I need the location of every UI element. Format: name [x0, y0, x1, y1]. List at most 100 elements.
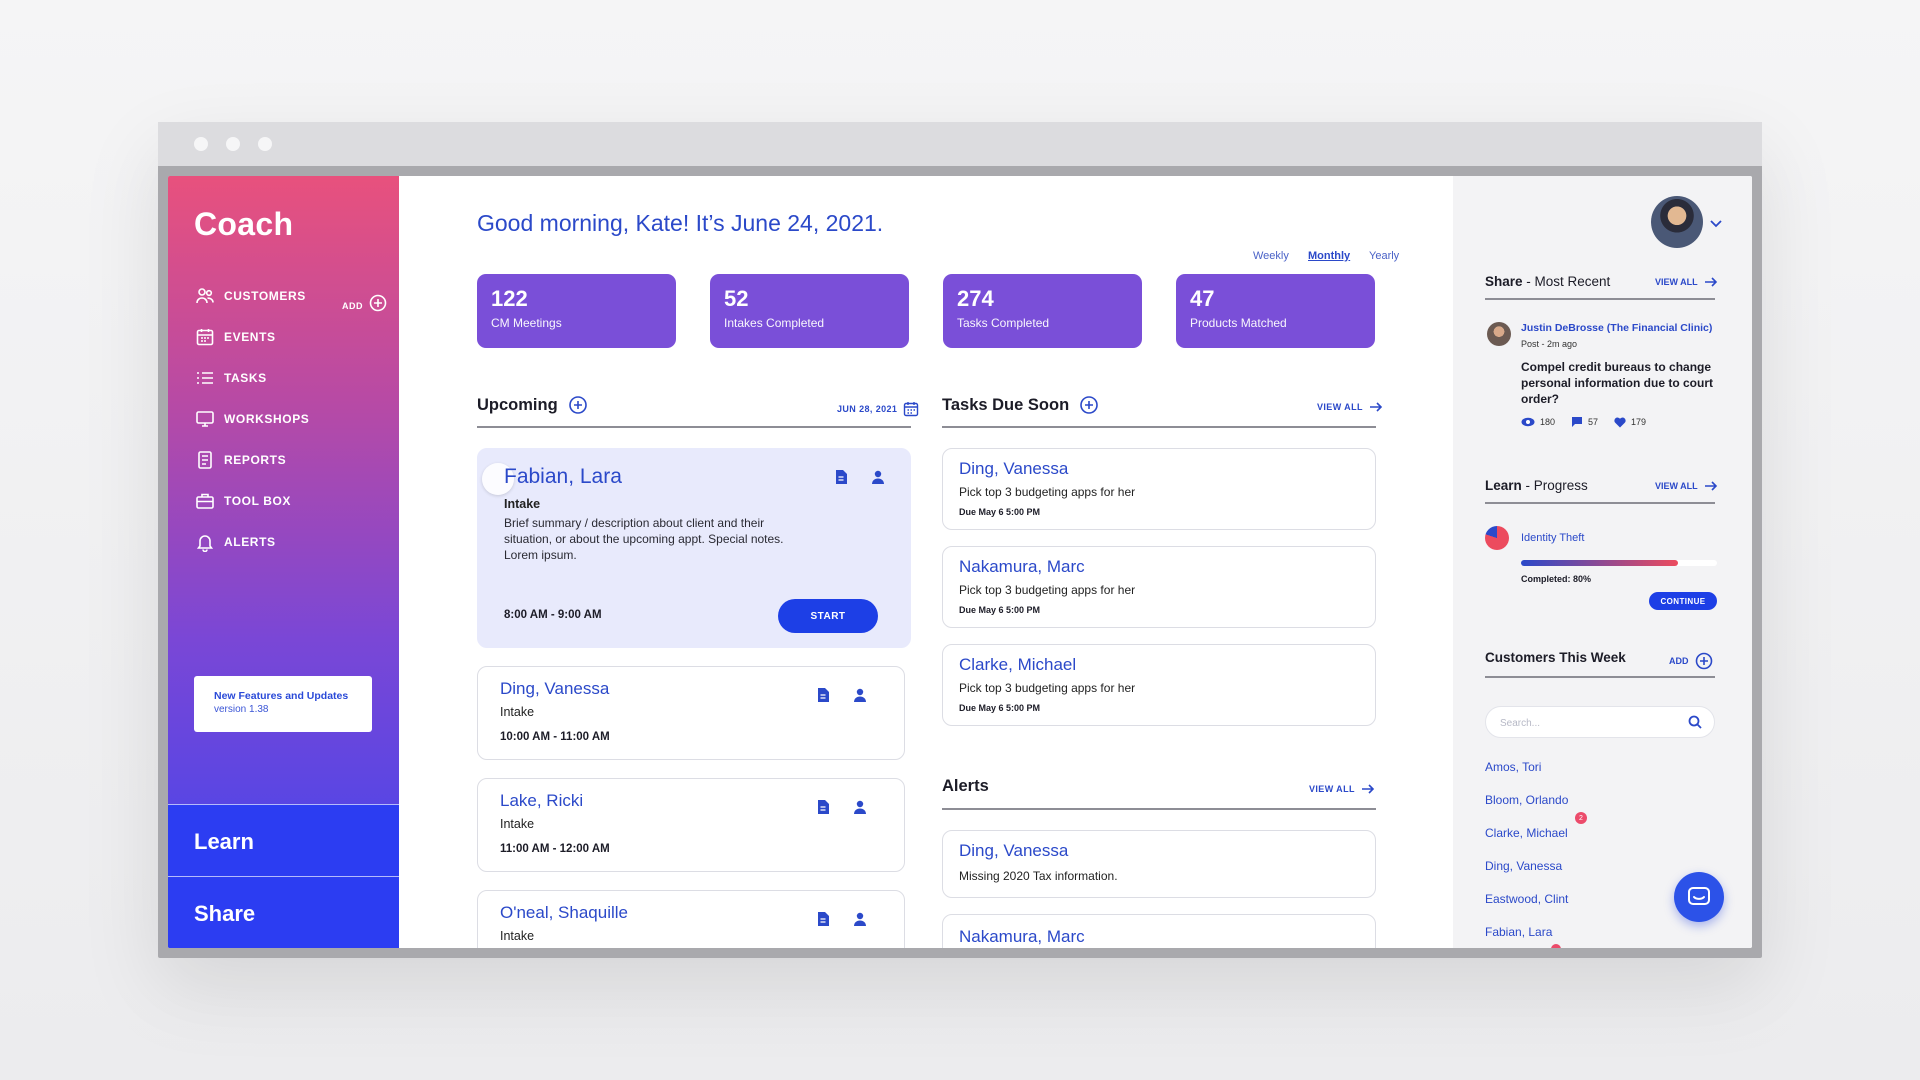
- tasks-view-all-link[interactable]: VIEW ALL: [1317, 401, 1383, 413]
- upcoming-featured-card[interactable]: Fabian, Lara Intake Brief summary / desc…: [477, 448, 911, 648]
- learn-section-title: Learn - Progress: [1485, 478, 1588, 493]
- customer-name[interactable]: Fabian, Lara: [504, 465, 622, 488]
- share-view-all-link[interactable]: VIEW ALL: [1655, 276, 1718, 288]
- add-task-button[interactable]: [1079, 395, 1099, 415]
- task-card[interactable]: Clarke, Michael Pick top 3 budgeting app…: [942, 644, 1376, 726]
- chevron-down-icon[interactable]: [1709, 216, 1723, 234]
- alert-card[interactable]: Ding, Vanessa Missing 2020 Tax informati…: [942, 830, 1376, 898]
- continue-button[interactable]: CONTINUE: [1649, 592, 1717, 610]
- appointment-description: Brief summary / description about client…: [504, 516, 784, 562]
- add-upcoming-button[interactable]: [568, 395, 588, 415]
- customer-name[interactable]: Nakamura, Marc: [959, 557, 1085, 576]
- share-section-title: Share - Most Recent: [1485, 274, 1610, 289]
- sidebar-share-link[interactable]: Share: [168, 876, 399, 948]
- likes-count: 179: [1631, 417, 1647, 427]
- add-customer-week-button[interactable]: ADD: [1669, 652, 1713, 670]
- sidebar-item-label: WORKSHOPS: [224, 412, 310, 426]
- window-dot[interactable]: [194, 137, 208, 151]
- appointment-time: 10:00 AM - 11:00 AM: [500, 731, 610, 743]
- section-divider: [477, 426, 911, 428]
- card-actions: [816, 687, 868, 708]
- comments-stat: 57: [1571, 416, 1598, 428]
- customer-list-item[interactable]: Eastwood, Clint: [1485, 892, 1569, 906]
- search-icon[interactable]: [1688, 715, 1702, 734]
- eye-icon: [1521, 417, 1535, 427]
- period-monthly[interactable]: Monthly: [1308, 250, 1351, 262]
- customer-search: [1485, 706, 1715, 738]
- customer-name[interactable]: Ding, Vanessa: [959, 459, 1069, 478]
- add-customer-button[interactable]: ADD: [342, 294, 387, 317]
- upcoming-date-picker[interactable]: JUN 28, 2021: [837, 401, 919, 417]
- customer-name[interactable]: Ding, Vanessa: [500, 679, 610, 698]
- period-yearly[interactable]: Yearly: [1369, 250, 1400, 262]
- sidebar-item-label: TASKS: [224, 371, 267, 385]
- customer-name[interactable]: Clarke, Michael: [959, 655, 1077, 674]
- sidebar: Coach CUSTOMERS ADD EVENTS: [168, 176, 399, 948]
- alert-card[interactable]: Nakamura, Marc: [942, 914, 1376, 948]
- share-title-rest: - Most Recent: [1522, 274, 1611, 289]
- sidebar-item-customers[interactable]: CUSTOMERS: [194, 284, 306, 308]
- sidebar-item-tasks[interactable]: TASKS: [194, 366, 267, 390]
- sidebar-item-alerts[interactable]: ALERTS: [194, 530, 276, 554]
- post-author-avatar[interactable]: [1487, 322, 1511, 346]
- learn-view-all-link[interactable]: VIEW ALL: [1655, 480, 1718, 492]
- file-icon[interactable]: [816, 687, 830, 708]
- notification-badge: 2: [1575, 812, 1587, 824]
- sidebar-item-label: REPORTS: [224, 453, 287, 467]
- person-icon[interactable]: [870, 469, 886, 490]
- post-text[interactable]: Compel credit bureaus to change personal…: [1521, 360, 1714, 406]
- search-input[interactable]: [1500, 713, 1680, 733]
- stat-label: Intakes Completed: [724, 316, 825, 330]
- customer-list-item[interactable]: Ding, Vanessa: [1485, 859, 1563, 873]
- window-dot[interactable]: [226, 137, 240, 151]
- start-button[interactable]: START: [778, 599, 878, 633]
- customers-week-title: Customers This Week: [1485, 650, 1626, 665]
- person-icon[interactable]: [852, 799, 868, 820]
- person-icon[interactable]: [852, 911, 868, 932]
- upcoming-card[interactable]: Ding, Vanessa Intake 10:00 AM - 11:00 AM: [477, 666, 905, 760]
- share-title-bold: Share: [1485, 274, 1523, 289]
- customer-list-item[interactable]: Clarke, Michael: [1485, 826, 1568, 840]
- customer-name[interactable]: Ding, Vanessa: [959, 841, 1069, 860]
- alerts-view-all-link[interactable]: VIEW ALL: [1309, 783, 1375, 795]
- stat-card-cm-meetings: 122 CM Meetings: [477, 274, 676, 348]
- customer-name[interactable]: Lake, Ricki: [500, 791, 584, 810]
- upcoming-card[interactable]: Lake, Ricki Intake 11:00 AM - 12:00 AM: [477, 778, 905, 872]
- cursor-indicator: [482, 463, 514, 495]
- sidebar-item-tool-box[interactable]: TOOL BOX: [194, 489, 291, 513]
- sidebar-learn-link[interactable]: Learn: [168, 804, 399, 876]
- period-weekly[interactable]: Weekly: [1253, 250, 1289, 262]
- customer-list-item[interactable]: Bloom, Orlando: [1485, 793, 1569, 807]
- appointment-type: Intake: [504, 497, 541, 511]
- customer-list-item[interactable]: Fabian, Lara: [1485, 925, 1553, 939]
- course-name[interactable]: Identity Theft: [1521, 532, 1585, 544]
- customer-name[interactable]: O'neal, Shaquille: [500, 903, 628, 922]
- upcoming-card[interactable]: O'neal, Shaquille Intake: [477, 890, 905, 948]
- person-icon[interactable]: [852, 687, 868, 708]
- avatar[interactable]: [1651, 196, 1703, 248]
- sidebar-item-events[interactable]: EVENTS: [194, 325, 276, 349]
- sidebar-item-workshops[interactable]: WORKSHOPS: [194, 407, 309, 431]
- customer-list-item[interactable]: Amos, Tori: [1485, 760, 1542, 774]
- plus-circle-icon: [1695, 652, 1712, 670]
- file-icon[interactable]: [834, 469, 848, 490]
- task-card[interactable]: Ding, Vanessa Pick top 3 budgeting apps …: [942, 448, 1376, 530]
- post-author[interactable]: Justin DeBrosse (The Financial Clinic): [1521, 322, 1713, 334]
- sidebar-item-label: CUSTOMERS: [224, 289, 306, 303]
- chat-button[interactable]: [1674, 872, 1724, 922]
- people-icon: [194, 285, 216, 307]
- arrow-right-icon: [1704, 481, 1717, 491]
- customer-name[interactable]: Nakamura, Marc: [959, 927, 1085, 946]
- task-due: Due May 6 5:00 PM: [959, 703, 1041, 713]
- plus-circle-icon: [369, 294, 387, 317]
- stat-value: 274: [957, 286, 994, 311]
- file-icon[interactable]: [816, 911, 830, 932]
- file-icon[interactable]: [816, 799, 830, 820]
- section-divider: [1485, 298, 1715, 300]
- sidebar-item-reports[interactable]: REPORTS: [194, 448, 286, 472]
- comments-count: 57: [1588, 417, 1599, 427]
- window-dot[interactable]: [258, 137, 272, 151]
- task-due: Due May 6 5:00 PM: [959, 507, 1041, 517]
- task-card[interactable]: Nakamura, Marc Pick top 3 budgeting apps…: [942, 546, 1376, 628]
- new-features-card[interactable]: New Features and Updates version 1.38: [194, 676, 372, 732]
